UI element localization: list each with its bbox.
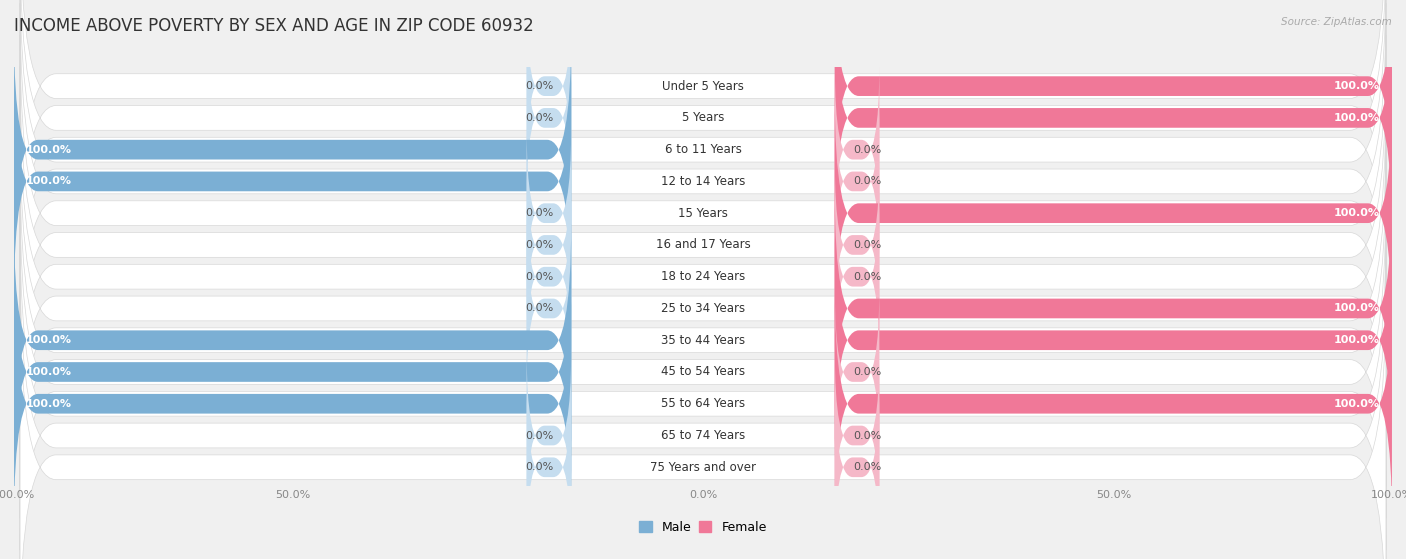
Text: 6 to 11 Years: 6 to 11 Years bbox=[665, 143, 741, 156]
FancyBboxPatch shape bbox=[14, 287, 571, 521]
Text: 55 to 64 Years: 55 to 64 Years bbox=[661, 397, 745, 410]
Legend: Male, Female: Male, Female bbox=[634, 516, 772, 539]
FancyBboxPatch shape bbox=[835, 96, 1392, 330]
FancyBboxPatch shape bbox=[20, 257, 1386, 559]
FancyBboxPatch shape bbox=[14, 64, 571, 299]
Text: 100.0%: 100.0% bbox=[27, 145, 72, 155]
FancyBboxPatch shape bbox=[20, 0, 1386, 328]
FancyBboxPatch shape bbox=[527, 32, 571, 203]
Text: 100.0%: 100.0% bbox=[1334, 335, 1379, 345]
FancyBboxPatch shape bbox=[527, 223, 571, 394]
FancyBboxPatch shape bbox=[835, 287, 879, 457]
Text: 18 to 24 Years: 18 to 24 Years bbox=[661, 270, 745, 283]
Text: 100.0%: 100.0% bbox=[1334, 113, 1379, 123]
Text: 100.0%: 100.0% bbox=[27, 399, 72, 409]
FancyBboxPatch shape bbox=[20, 98, 1386, 455]
Text: 0.0%: 0.0% bbox=[853, 177, 882, 186]
Text: 5 Years: 5 Years bbox=[682, 111, 724, 125]
Text: 0.0%: 0.0% bbox=[853, 272, 882, 282]
FancyBboxPatch shape bbox=[20, 3, 1386, 359]
FancyBboxPatch shape bbox=[20, 35, 1386, 391]
Text: 0.0%: 0.0% bbox=[524, 430, 553, 440]
Text: 0.0%: 0.0% bbox=[524, 81, 553, 91]
Text: 75 Years and over: 75 Years and over bbox=[650, 461, 756, 474]
Text: 0.0%: 0.0% bbox=[853, 430, 882, 440]
FancyBboxPatch shape bbox=[20, 130, 1386, 487]
FancyBboxPatch shape bbox=[835, 64, 879, 235]
Text: 100.0%: 100.0% bbox=[27, 367, 72, 377]
FancyBboxPatch shape bbox=[20, 194, 1386, 550]
FancyBboxPatch shape bbox=[20, 0, 1386, 296]
FancyBboxPatch shape bbox=[527, 159, 571, 330]
Text: 100.0%: 100.0% bbox=[1334, 81, 1379, 91]
Text: 0.0%: 0.0% bbox=[853, 145, 882, 155]
FancyBboxPatch shape bbox=[835, 96, 879, 267]
Text: 65 to 74 Years: 65 to 74 Years bbox=[661, 429, 745, 442]
FancyBboxPatch shape bbox=[20, 162, 1386, 518]
FancyBboxPatch shape bbox=[835, 191, 1392, 425]
Text: 45 to 54 Years: 45 to 54 Years bbox=[661, 366, 745, 378]
Text: 100.0%: 100.0% bbox=[1334, 399, 1379, 409]
Text: 16 and 17 Years: 16 and 17 Years bbox=[655, 239, 751, 252]
FancyBboxPatch shape bbox=[835, 350, 879, 521]
Text: 0.0%: 0.0% bbox=[524, 208, 553, 218]
Text: 100.0%: 100.0% bbox=[1334, 208, 1379, 218]
Text: 0.0%: 0.0% bbox=[524, 462, 553, 472]
FancyBboxPatch shape bbox=[20, 289, 1386, 559]
FancyBboxPatch shape bbox=[835, 223, 1392, 457]
Text: Source: ZipAtlas.com: Source: ZipAtlas.com bbox=[1281, 17, 1392, 27]
FancyBboxPatch shape bbox=[14, 255, 571, 489]
Text: 25 to 34 Years: 25 to 34 Years bbox=[661, 302, 745, 315]
Text: INCOME ABOVE POVERTY BY SEX AND AGE IN ZIP CODE 60932: INCOME ABOVE POVERTY BY SEX AND AGE IN Z… bbox=[14, 17, 534, 35]
FancyBboxPatch shape bbox=[527, 350, 571, 521]
FancyBboxPatch shape bbox=[835, 191, 879, 362]
Text: 0.0%: 0.0% bbox=[524, 272, 553, 282]
Text: 100.0%: 100.0% bbox=[27, 177, 72, 186]
FancyBboxPatch shape bbox=[20, 67, 1386, 423]
Text: 0.0%: 0.0% bbox=[524, 240, 553, 250]
Text: 0.0%: 0.0% bbox=[524, 113, 553, 123]
FancyBboxPatch shape bbox=[527, 382, 571, 553]
FancyBboxPatch shape bbox=[835, 159, 879, 330]
Text: 100.0%: 100.0% bbox=[1334, 304, 1379, 314]
Text: 0.0%: 0.0% bbox=[853, 367, 882, 377]
Text: 0.0%: 0.0% bbox=[853, 462, 882, 472]
Text: Under 5 Years: Under 5 Years bbox=[662, 79, 744, 93]
Text: 0.0%: 0.0% bbox=[524, 304, 553, 314]
FancyBboxPatch shape bbox=[835, 382, 879, 553]
FancyBboxPatch shape bbox=[14, 223, 571, 457]
Text: 12 to 14 Years: 12 to 14 Years bbox=[661, 175, 745, 188]
FancyBboxPatch shape bbox=[527, 191, 571, 362]
FancyBboxPatch shape bbox=[527, 128, 571, 299]
FancyBboxPatch shape bbox=[527, 1, 571, 172]
Text: 35 to 44 Years: 35 to 44 Years bbox=[661, 334, 745, 347]
FancyBboxPatch shape bbox=[14, 32, 571, 267]
FancyBboxPatch shape bbox=[20, 0, 1386, 264]
Text: 15 Years: 15 Years bbox=[678, 207, 728, 220]
Text: 0.0%: 0.0% bbox=[853, 240, 882, 250]
Text: 100.0%: 100.0% bbox=[27, 335, 72, 345]
FancyBboxPatch shape bbox=[835, 287, 1392, 521]
FancyBboxPatch shape bbox=[835, 0, 1392, 203]
FancyBboxPatch shape bbox=[835, 1, 1392, 235]
FancyBboxPatch shape bbox=[20, 226, 1386, 559]
